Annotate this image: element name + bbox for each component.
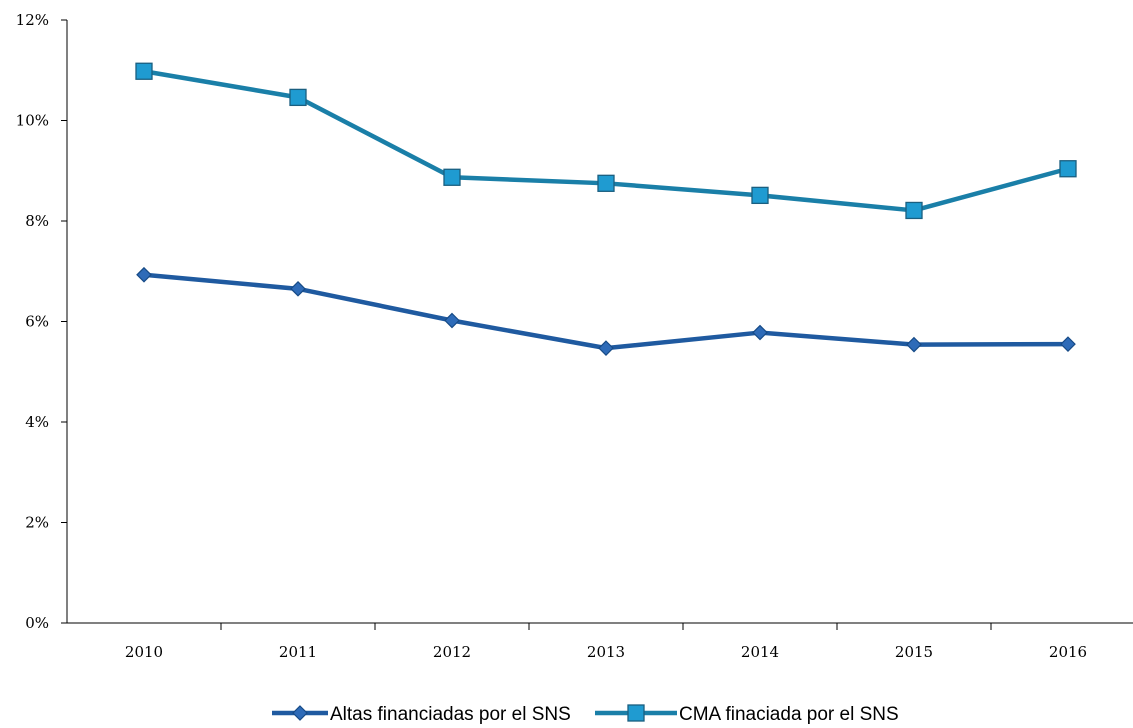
y-tick-label: 8%: [25, 212, 49, 230]
series-1: [137, 268, 1075, 355]
data-point: [136, 63, 152, 79]
data-point: [137, 268, 151, 282]
data-point: [291, 282, 305, 296]
series-2: [136, 63, 1076, 218]
legend: Altas financiadas por el SNS CMA finaciad…: [272, 704, 899, 725]
x-tick-label: 2013: [587, 643, 625, 661]
data-point: [1061, 337, 1075, 351]
chart-axes: [67, 20, 1133, 623]
x-tick-label: 2015: [895, 643, 933, 661]
x-axis-ticks: 2010 2011 2012 2013 2014 2015 2016: [125, 623, 1087, 661]
legend-swatch-marker: [628, 705, 644, 721]
y-axis-ticks: 0% 2% 4% 6% 8% 10% 12%: [16, 11, 67, 632]
x-tick-label: 2010: [125, 643, 163, 661]
y-tick-label: 0%: [25, 614, 49, 632]
data-point: [752, 187, 768, 203]
series-layer: [136, 63, 1076, 355]
legend-label: Altas financiadas por el SNS: [330, 704, 571, 725]
x-tick-label: 2014: [741, 643, 779, 661]
y-tick-label: 12%: [16, 11, 49, 29]
data-point: [445, 313, 459, 327]
y-tick-label: 10%: [16, 112, 49, 130]
y-tick-label: 4%: [25, 413, 49, 431]
x-tick-label: 2012: [433, 643, 471, 661]
series-line: [144, 275, 1068, 348]
legend-item: CMA finaciada por el SNS: [595, 704, 899, 725]
data-point: [907, 338, 921, 352]
legend-item: Altas financiadas por el SNS: [272, 704, 571, 725]
data-point: [598, 175, 614, 191]
data-point: [290, 89, 306, 105]
x-tick-label: 2016: [1049, 643, 1087, 661]
y-tick-label: 2%: [25, 514, 49, 532]
y-tick-label: 6%: [25, 313, 49, 331]
data-point: [753, 326, 767, 340]
data-point: [444, 169, 460, 185]
x-tick-label: 2011: [279, 643, 317, 661]
legend-swatch-marker: [293, 706, 307, 720]
data-point: [599, 341, 613, 355]
legend-label: CMA finaciada por el SNS: [679, 704, 899, 725]
data-point: [906, 202, 922, 218]
data-point: [1060, 161, 1076, 177]
